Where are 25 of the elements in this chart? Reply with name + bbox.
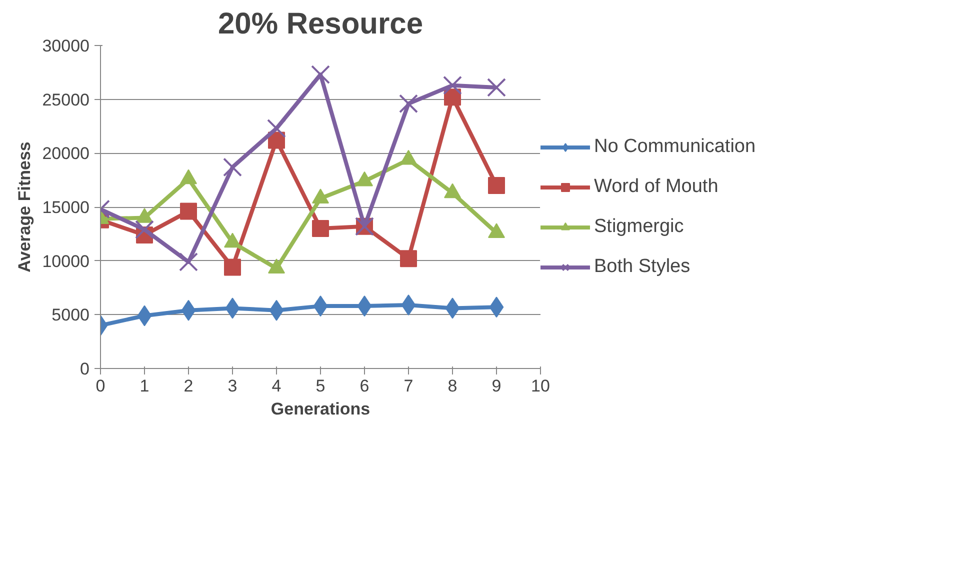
legend-label: Word of Mouth	[594, 176, 718, 198]
x-tick-label: 4	[272, 376, 282, 396]
y-tick-label: 0	[80, 360, 90, 378]
legend-label: No Communication	[594, 136, 756, 158]
x-tick-label: 3	[228, 376, 238, 396]
x-tick-label: 0	[96, 376, 106, 396]
x-tick-label: 1	[140, 376, 150, 396]
x-tick-label: 5	[316, 376, 326, 396]
x-tick-label: 6	[360, 376, 370, 396]
y-tick-label: 30000	[42, 36, 90, 56]
x-tick-label: 8	[448, 376, 458, 396]
legend-label: Both Styles	[594, 256, 690, 278]
x-tick-label: 9	[492, 376, 502, 396]
y-tick-label: 20000	[42, 144, 90, 164]
y-tick-label: 5000	[52, 306, 90, 325]
x-axis-title: Generations	[270, 400, 370, 418]
y-tick-label: 15000	[42, 198, 90, 217]
chart-title: 20% Resource	[218, 8, 424, 40]
y-tick-label: 10000	[42, 252, 90, 271]
y-axis-title: Average Fitness	[15, 142, 34, 272]
legend-label: Stigmergic	[594, 216, 684, 238]
x-tick-label: 10	[531, 376, 550, 396]
y-tick-label: 25000	[42, 90, 90, 110]
x-tick-label: 7	[404, 376, 414, 396]
x-tick-label: 2	[184, 376, 194, 396]
